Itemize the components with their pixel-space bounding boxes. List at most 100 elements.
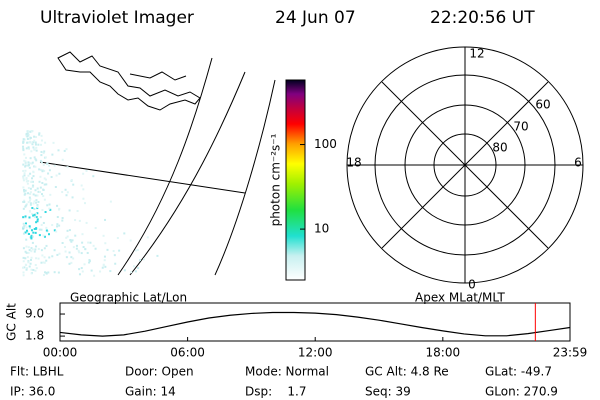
aurora-pixel xyxy=(31,180,34,183)
aurora-pixel xyxy=(22,138,25,141)
colorbar-label: photon cm⁻²s⁻¹ xyxy=(269,133,283,226)
aurora-pixel xyxy=(123,269,126,272)
aurora-pixel xyxy=(106,248,109,251)
aurora-pixel xyxy=(27,260,30,263)
aurora-pixel xyxy=(84,248,87,251)
aurora-pixel xyxy=(38,133,41,136)
aurora-pixel xyxy=(44,156,47,159)
aurora-pixel xyxy=(43,183,46,186)
aurora-pixel xyxy=(23,153,26,156)
aurora-pixel xyxy=(24,205,27,208)
aurora-pixel xyxy=(30,229,33,232)
status-field: Mode: Normal xyxy=(245,365,329,379)
aurora-pixel xyxy=(43,256,46,259)
aurora-pixel xyxy=(42,164,45,167)
aurora-pixel xyxy=(27,201,30,204)
aurora-pixel xyxy=(31,185,34,188)
aurora-pixel xyxy=(24,165,27,168)
aurora-pixel xyxy=(30,237,33,240)
aurora-pixel xyxy=(29,258,32,261)
aurora-pixel xyxy=(29,157,32,160)
aurora-pixel xyxy=(25,267,28,270)
aurora-pixel xyxy=(27,133,30,136)
aurora-pixel xyxy=(43,150,46,153)
aurora-pixel xyxy=(61,191,64,194)
aurora-pixel xyxy=(26,141,29,144)
aurora-pixel xyxy=(22,232,25,235)
aurora-pixel xyxy=(93,274,96,277)
aurora-pixel xyxy=(45,229,48,232)
aurora-pixel xyxy=(71,239,74,242)
aurora-pixel xyxy=(49,193,52,196)
aurora-pixel xyxy=(24,169,27,172)
x-tick-label: 06:00 xyxy=(170,346,205,360)
aurora-pixel xyxy=(33,200,36,203)
aurora-pixel xyxy=(38,234,41,237)
aurora-pixel xyxy=(32,214,35,217)
aurora-pixel xyxy=(23,159,26,162)
aurora-pixel xyxy=(29,140,32,143)
aurora-pixel xyxy=(55,174,58,177)
aurora-pixel xyxy=(28,249,31,252)
aurora-pixel xyxy=(29,198,32,201)
status-field: Seq: 39 xyxy=(365,385,411,399)
mlt-label: 12 xyxy=(469,47,484,61)
aurora-pixel xyxy=(37,143,40,146)
aurora-pixel xyxy=(36,203,39,206)
aurora-pixel xyxy=(33,139,36,142)
aurora-pixel xyxy=(38,168,41,171)
aurora-pixel xyxy=(30,180,33,183)
status-field: Gain: 14 xyxy=(125,385,176,399)
aurora-pixel xyxy=(26,137,29,140)
aurora-pixel xyxy=(27,261,30,264)
aurora-pixel xyxy=(56,253,59,256)
aurora-pixel xyxy=(26,182,29,185)
colorbar xyxy=(285,79,306,281)
aurora-pixel xyxy=(76,209,79,212)
aurora-pixel xyxy=(32,231,35,234)
aurora-pixel xyxy=(22,247,25,250)
aurora-pixel xyxy=(34,264,37,267)
colorbar-tick-label: 100 xyxy=(314,137,337,151)
aurora-pixel xyxy=(28,196,31,199)
aurora-pixel xyxy=(68,209,71,212)
aurora-pixel xyxy=(23,190,26,193)
aurora-pixel xyxy=(25,229,28,232)
aurora-pixel xyxy=(29,136,32,139)
aurora-pixel xyxy=(29,192,32,195)
aurora-pixel xyxy=(33,227,36,230)
aurora-pixel xyxy=(38,180,41,183)
aurora-pixel xyxy=(27,246,30,249)
aurora-pixel xyxy=(31,177,34,180)
aurora-pixel xyxy=(31,248,34,251)
aurora-pixel xyxy=(34,158,37,161)
aurora-pixel xyxy=(31,212,34,215)
altitude-curve xyxy=(59,311,571,337)
aurora-pixel xyxy=(83,263,86,266)
aurora-pixel xyxy=(34,141,37,144)
time: 22:20:56 UT xyxy=(430,8,535,28)
aurora-pixel xyxy=(57,149,60,152)
aurora-pixel xyxy=(22,222,25,225)
aurora-pixel xyxy=(66,235,69,238)
annotation: Geographic Lat/Lon xyxy=(70,291,187,305)
y-tick-label: 9.0 xyxy=(25,307,44,321)
aurora-pixel xyxy=(34,194,37,197)
aurora-pixel xyxy=(22,271,25,274)
aurora-pixel xyxy=(75,247,78,250)
aurora-pixel xyxy=(23,200,26,203)
aurora-pixel xyxy=(37,247,40,250)
aurora-pixel xyxy=(41,193,44,196)
aurora-pixel xyxy=(32,269,35,272)
aurora-pixel xyxy=(87,241,90,244)
aurora-pixel xyxy=(134,270,137,273)
aurora-pixel xyxy=(33,250,36,253)
annotation: Apex MLat/MLT xyxy=(415,291,505,305)
aurora-pixel xyxy=(139,259,142,262)
aurora-pixel xyxy=(99,270,102,273)
aurora-pixel xyxy=(34,215,37,218)
aurora-pixel xyxy=(32,170,35,173)
aurora-pixel xyxy=(101,266,104,269)
aurora-pixel xyxy=(65,256,68,259)
